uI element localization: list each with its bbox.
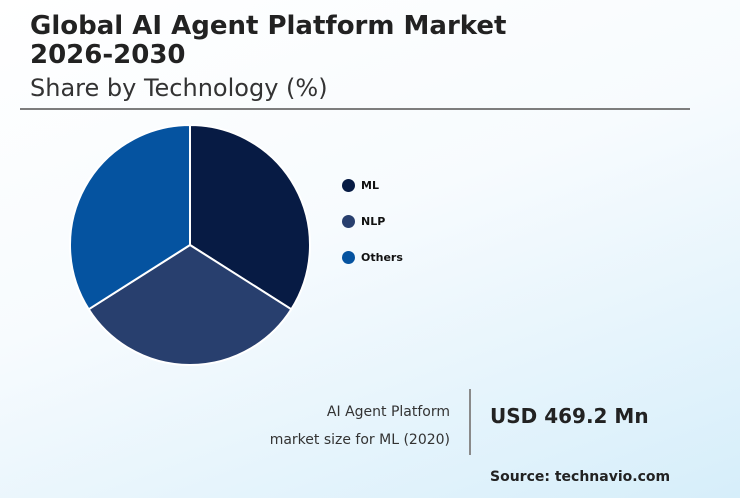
market-size-label: AI Agent Platform market size for ML (20…	[270, 398, 450, 454]
market-size-value: USD 469.2 Mn	[490, 404, 649, 428]
legend-swatch	[342, 178, 355, 192]
pie-slice-others	[69, 123, 191, 311]
legend-item: ML	[342, 176, 403, 194]
pie-slice-nlp	[87, 243, 293, 366]
source-credit: Source: technavio.com	[490, 469, 671, 485]
market-size-label-line2: market size for ML (2020)	[269, 432, 450, 448]
legend-item: Others	[342, 248, 403, 266]
market-size-label-line1: AI Agent Platform	[326, 404, 450, 420]
title-divider	[20, 108, 690, 110]
legend-swatch	[342, 214, 355, 228]
legend-label: ML	[361, 178, 379, 192]
chart-title: Global AI Agent Platform Market 2026-203…	[30, 11, 507, 70]
market-size-divider	[469, 389, 471, 455]
legend-item: NLP	[342, 212, 403, 230]
legend: ML NLP Others	[342, 176, 403, 284]
legend-label: Others	[361, 250, 403, 264]
pie-chart	[69, 123, 311, 366]
chart-subtitle: Share by Technology (%)	[30, 74, 328, 102]
legend-label: NLP	[361, 214, 386, 228]
legend-swatch	[342, 250, 355, 264]
